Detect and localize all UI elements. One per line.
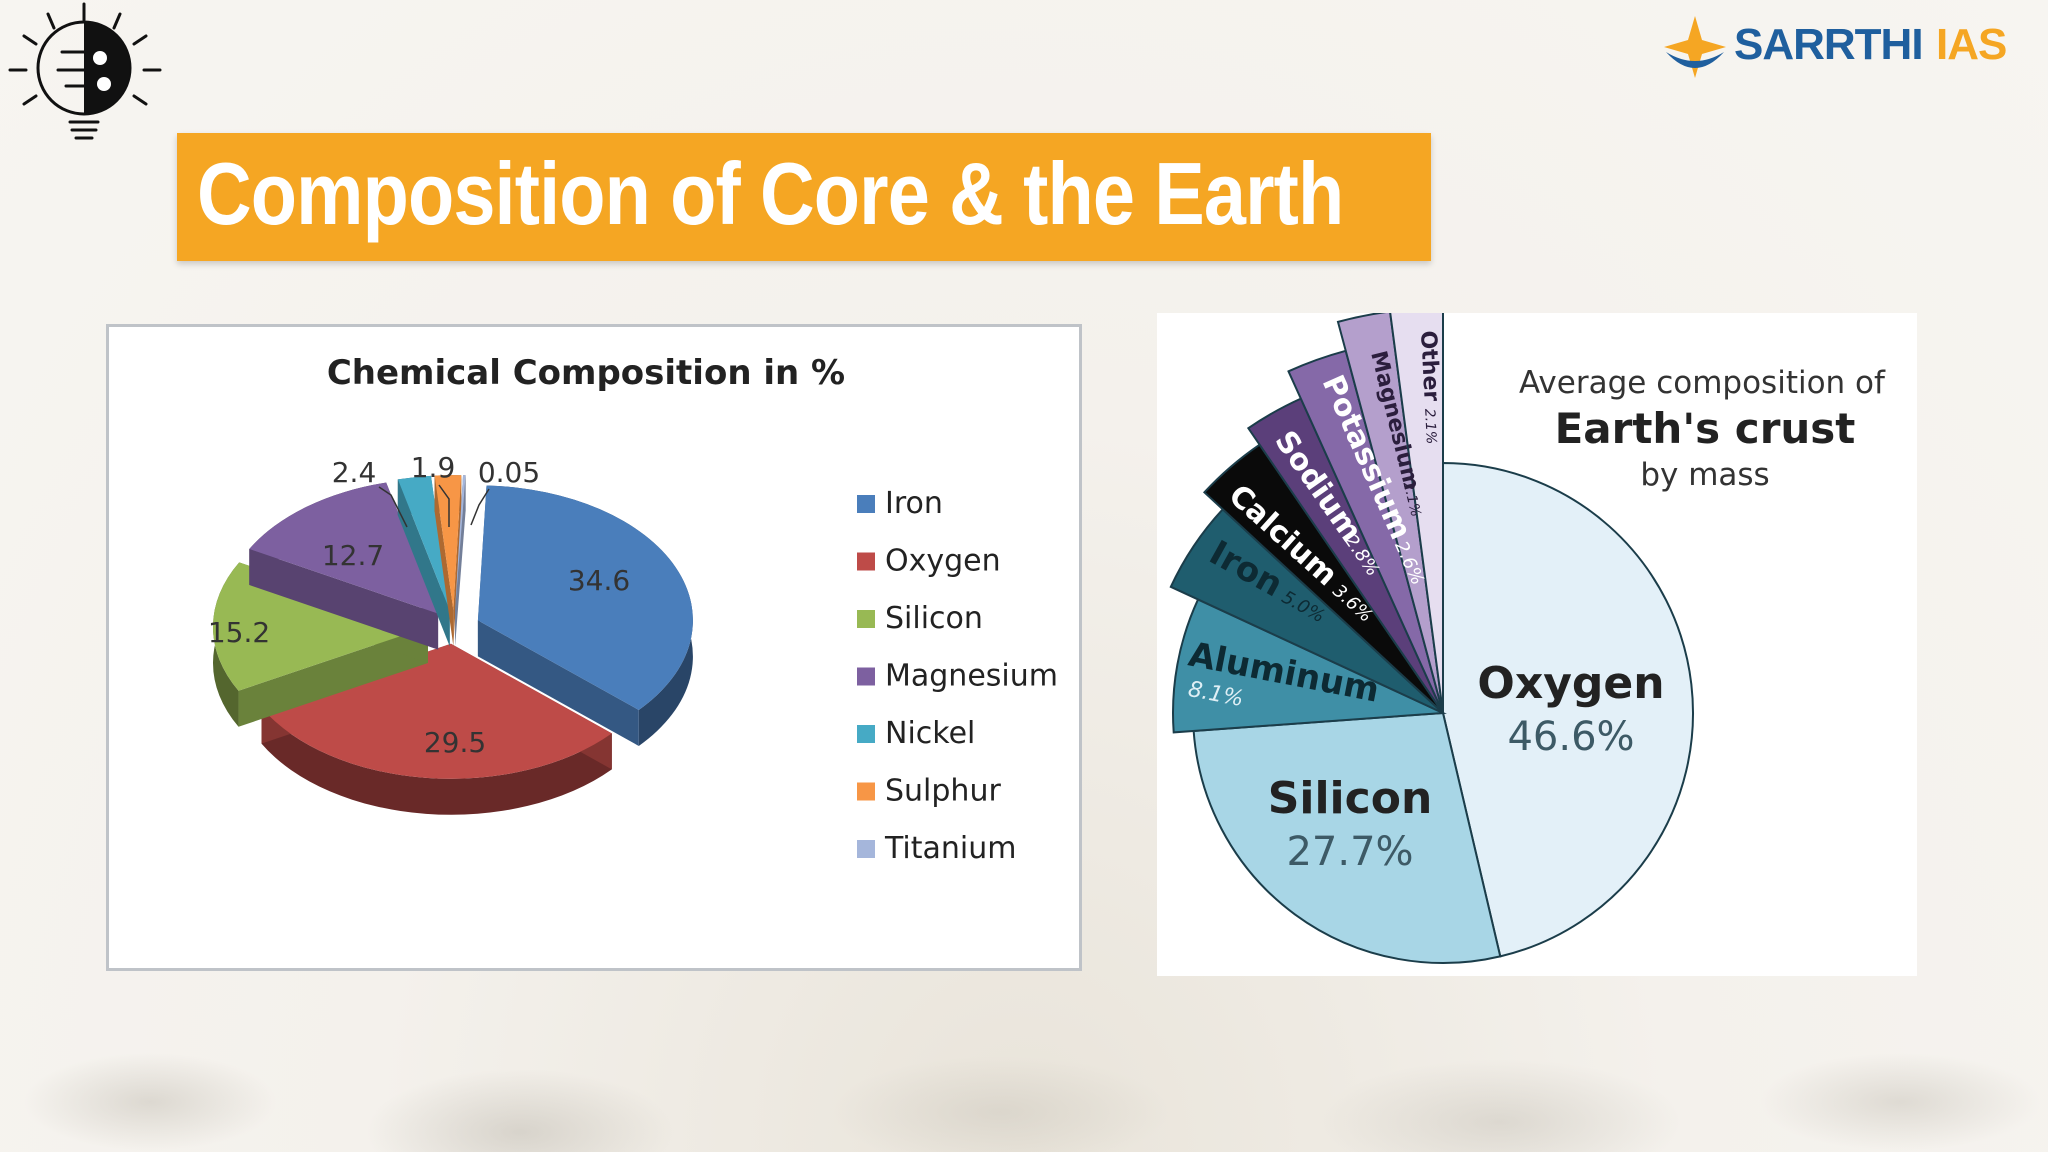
- slice-value-oxygen: 46.6%: [1507, 714, 1634, 760]
- brand-name-part1: SARRTHI: [1734, 20, 1924, 69]
- pie-slice-titanium: [455, 475, 466, 647]
- pie-slice-nickel: [397, 475, 450, 647]
- slice-name-oxygen: Oxygen: [1477, 658, 1664, 709]
- slice-name-other: Other: [1415, 330, 1444, 402]
- legend-label-nickel: Nickel: [885, 716, 975, 751]
- lightbulb-icon: [8, 2, 162, 140]
- pie-slice-magnesium: [249, 482, 439, 650]
- data-label-silicon: 15.2: [208, 616, 270, 649]
- legend-label-titanium: Titanium: [884, 831, 1016, 866]
- brand-name-part2: IAS: [1936, 20, 2007, 69]
- chart2-title-emphasis: Earth's crust: [1555, 404, 1856, 453]
- pie-slice-oxygen: [1442, 461, 1694, 958]
- chart2-title: Average composition of: [1519, 365, 1886, 401]
- brand-logo: SARRTHI IAS: [1660, 12, 2020, 82]
- legend-label-oxygen: Oxygen: [885, 544, 1001, 579]
- pie-slice-aluminum: [1172, 598, 1447, 734]
- legend-swatch-iron: [857, 495, 875, 513]
- core-composition-chart-panel: Chemical Composition in % 34.6 29.5 15.2 12…: [106, 324, 1082, 971]
- data-label-magnesium: 12.7: [322, 539, 384, 572]
- core-composition-chart: Chemical Composition in % 34.6 29.5 15.2 12…: [208, 353, 1058, 866]
- legend-label-silicon: Silicon: [885, 601, 983, 636]
- legend-label-sulphur: Sulphur: [885, 774, 1001, 809]
- legend-swatch-titanium: [857, 840, 875, 858]
- legend-label-iron: Iron: [885, 486, 943, 521]
- slice-value-silicon: 27.7%: [1286, 829, 1413, 875]
- data-label-titanium: 0.05: [478, 456, 540, 489]
- title-banner: Composition of Core & the Earth: [177, 133, 1431, 261]
- chart2-subtitle: by mass: [1640, 457, 1769, 493]
- legend-swatch-silicon: [857, 610, 875, 628]
- pie-slice-iron: [477, 485, 693, 746]
- legend-swatch-magnesium: [857, 667, 875, 686]
- crust-composition-chart-panel: Oxygen 46.6% Silicon 27.7% Aluminum 8.1% Iron 5…: [1157, 306, 1917, 976]
- legend-swatch-oxygen: [857, 552, 875, 571]
- data-label-oxygen: 29.5: [424, 726, 486, 759]
- legend-swatch-sulphur: [857, 782, 875, 801]
- legend-label-magnesium: Magnesium: [885, 659, 1058, 694]
- crust-composition-chart: Oxygen46.6%Silicon27.7%Aluminum8.1%Iron5…: [1169, 306, 1886, 964]
- data-label-sulphur: 1.9: [411, 451, 456, 484]
- data-label-nickel: 2.4: [332, 456, 377, 489]
- pie-slice-silicon: [1192, 711, 1502, 964]
- slice-value-other: 2.1%: [1421, 408, 1439, 444]
- page-title: Composition of Core & the Earth: [197, 144, 1344, 243]
- pie-slice-sulphur: [434, 475, 462, 647]
- data-label-iron: 34.6: [568, 564, 630, 597]
- brand-logo-icon: [1664, 16, 1726, 78]
- legend-swatch-nickel: [857, 725, 875, 743]
- chart1-title: Chemical Composition in %: [327, 353, 845, 393]
- slice-name-silicon: Silicon: [1268, 773, 1433, 824]
